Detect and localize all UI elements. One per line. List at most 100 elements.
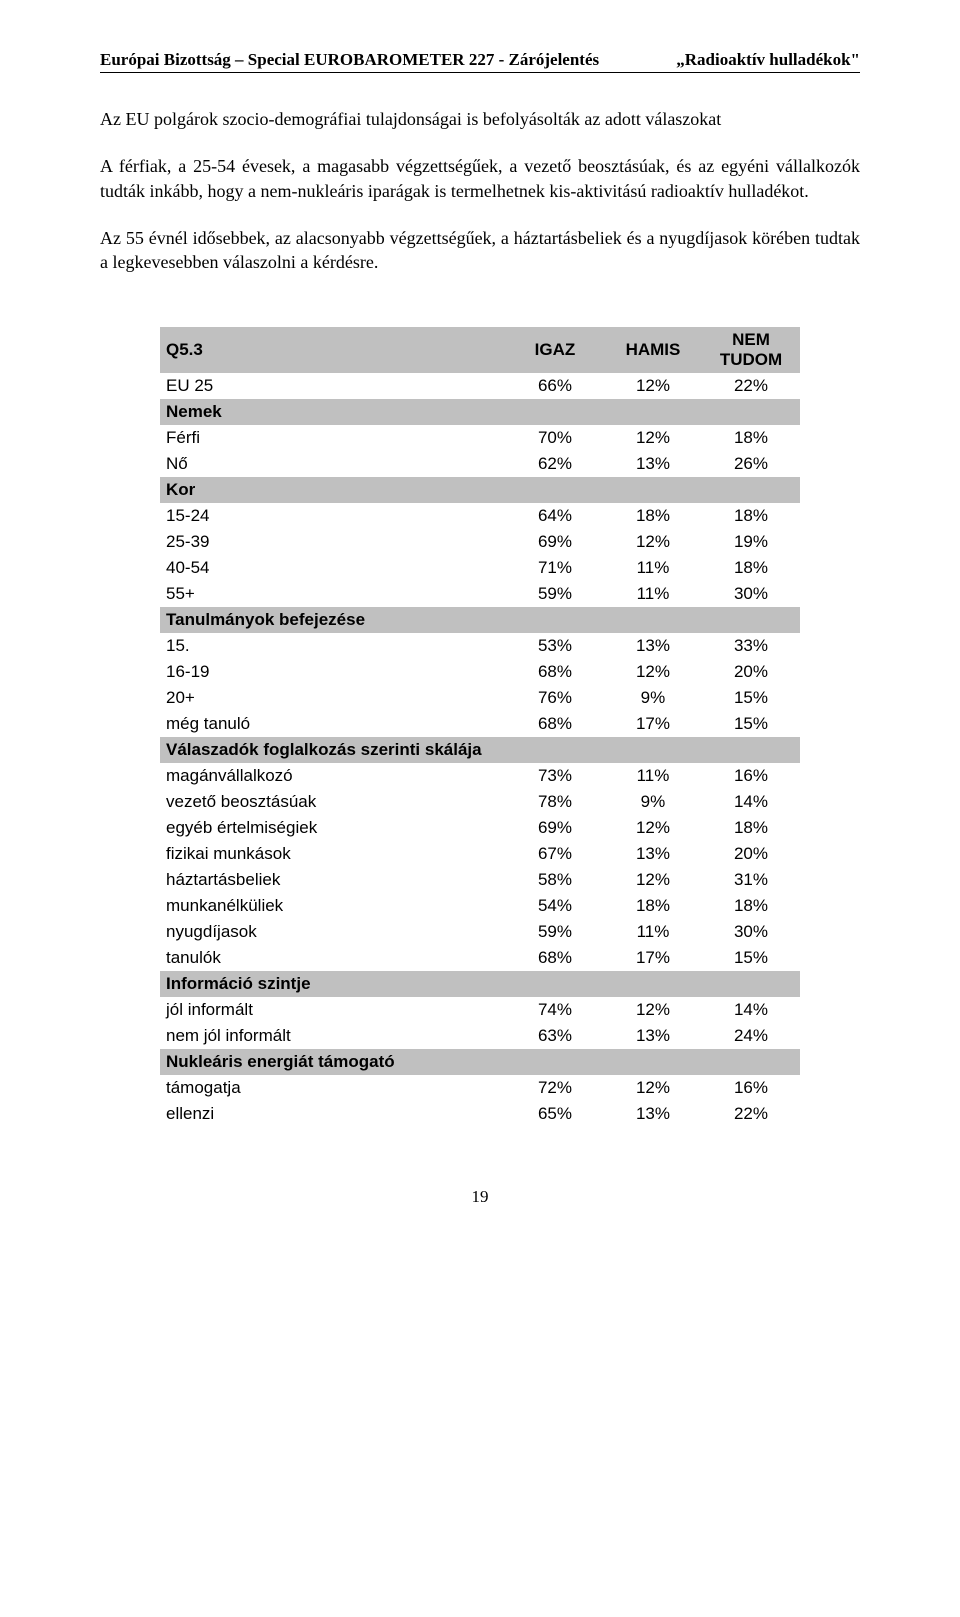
row-label: 15. [160,633,506,659]
row-value: 65% [506,1101,604,1127]
row-value: 72% [506,1075,604,1101]
row-value: 12% [604,867,702,893]
table-row: támogatja72%12%16% [160,1075,800,1101]
row-value: 18% [702,893,800,919]
row-value: 13% [604,841,702,867]
row-label: nyugdíjasok [160,919,506,945]
page-number: 19 [100,1187,860,1207]
row-label: Nő [160,451,506,477]
table-row: EU 2566%12%22% [160,373,800,399]
row-value: 16% [702,763,800,789]
row-label: 40-54 [160,555,506,581]
row-value: 30% [702,581,800,607]
table-body: EU 2566%12%22%NemekFérfi70%12%18%Nő62%13… [160,373,800,1127]
row-label: munkanélküliek [160,893,506,919]
row-value: 12% [604,529,702,555]
row-value: 68% [506,945,604,971]
table-row: 15-2464%18%18% [160,503,800,529]
row-value: 74% [506,997,604,1023]
row-value: 67% [506,841,604,867]
table-section-row: Tanulmányok befejezése [160,607,800,633]
row-value: 33% [702,633,800,659]
row-value: 17% [604,945,702,971]
row-value: 78% [506,789,604,815]
section-label: Nukleáris energiát támogató [160,1049,800,1075]
data-table-wrap: Q5.3 IGAZ HAMIS NEM TUDOM EU 2566%12%22%… [160,327,800,1127]
table-row: vezető beosztásúak78%9%14% [160,789,800,815]
row-value: 20% [702,841,800,867]
header-right: „Radioaktív hulladékok" [676,50,860,70]
row-value: 19% [702,529,800,555]
table-section-row: Válaszadók foglalkozás szerinti skálája [160,737,800,763]
table-row: Nő62%13%26% [160,451,800,477]
table-row: 55+59%11%30% [160,581,800,607]
row-value: 63% [506,1023,604,1049]
table-row: háztartásbeliek58%12%31% [160,867,800,893]
table-section-row: Nukleáris energiát támogató [160,1049,800,1075]
row-value: 73% [506,763,604,789]
section-label: Kor [160,477,800,503]
row-value: 16% [702,1075,800,1101]
row-value: 26% [702,451,800,477]
section-label: Nemek [160,399,800,425]
table-section-row: Nemek [160,399,800,425]
table-row: 16-1968%12%20% [160,659,800,685]
row-value: 18% [604,503,702,529]
table-row: 15.53%13%33% [160,633,800,659]
row-value: 13% [604,1023,702,1049]
row-value: 13% [604,451,702,477]
row-value: 68% [506,659,604,685]
col-header-3: NEM TUDOM [702,327,800,373]
col-header-2: HAMIS [604,327,702,373]
table-row: fizikai munkások67%13%20% [160,841,800,867]
row-value: 11% [604,763,702,789]
row-label: Férfi [160,425,506,451]
row-value: 12% [604,425,702,451]
row-value: 18% [702,555,800,581]
section-label: Tanulmányok befejezése [160,607,800,633]
row-value: 18% [702,815,800,841]
row-value: 9% [604,789,702,815]
table-row: ellenzi65%13%22% [160,1101,800,1127]
row-value: 11% [604,919,702,945]
page-header: Európai Bizottság – Special EUROBAROMETE… [100,50,860,73]
row-label: háztartásbeliek [160,867,506,893]
table-row: nyugdíjasok59%11%30% [160,919,800,945]
row-value: 22% [702,373,800,399]
table-section-row: Információ szintje [160,971,800,997]
row-label: támogatja [160,1075,506,1101]
row-label: 55+ [160,581,506,607]
row-value: 69% [506,529,604,555]
table-row: magánvállalkozó73%11%16% [160,763,800,789]
row-value: 30% [702,919,800,945]
row-label: jól informált [160,997,506,1023]
table-row: munkanélküliek54%18%18% [160,893,800,919]
table-header-row: Q5.3 IGAZ HAMIS NEM TUDOM [160,327,800,373]
row-value: 15% [702,711,800,737]
row-value: 68% [506,711,604,737]
row-label: ellenzi [160,1101,506,1127]
table-row: még tanuló68%17%15% [160,711,800,737]
row-label: 25-39 [160,529,506,555]
row-value: 54% [506,893,604,919]
row-value: 12% [604,997,702,1023]
row-value: 59% [506,919,604,945]
row-label: fizikai munkások [160,841,506,867]
row-value: 14% [702,997,800,1023]
row-value: 18% [702,503,800,529]
row-value: 14% [702,789,800,815]
paragraph-2: Az 55 évnél idősebbek, az alacsonyabb vé… [100,226,860,276]
row-value: 13% [604,633,702,659]
row-label: egyéb értelmiségiek [160,815,506,841]
table-section-row: Kor [160,477,800,503]
table-row: nem jól informált63%13%24% [160,1023,800,1049]
row-value: 18% [604,893,702,919]
row-value: 17% [604,711,702,737]
table-row: Férfi70%12%18% [160,425,800,451]
row-label: 20+ [160,685,506,711]
row-value: 66% [506,373,604,399]
row-value: 62% [506,451,604,477]
row-value: 12% [604,815,702,841]
question-id: Q5.3 [160,327,506,373]
paragraph-1: A férfiak, a 25-54 évesek, a magasabb vé… [100,154,860,204]
